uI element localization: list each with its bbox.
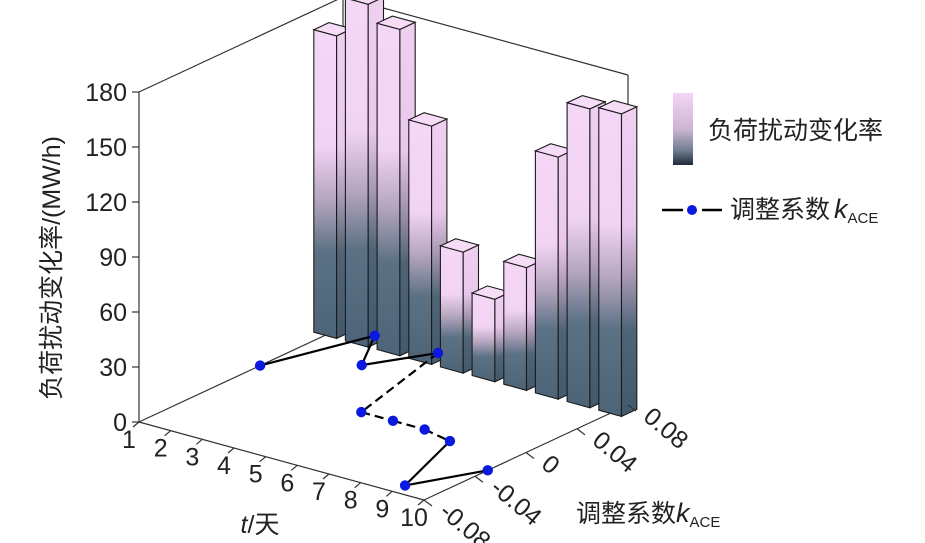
y-tick-mark [525, 452, 535, 459]
bar-day-10 [597, 100, 639, 418]
frame-base-left [138, 326, 344, 423]
x-tick-label: 1 [122, 426, 136, 454]
y-tick-mark [423, 499, 433, 507]
line-segment [360, 352, 439, 414]
line-marker-day-9 [399, 480, 411, 491]
line-marker-day-2 [369, 330, 380, 341]
y-tick-label: -0.08 [434, 497, 496, 543]
line-segment [361, 351, 439, 367]
bar-top-face [375, 15, 417, 30]
x-tick-label: 8 [344, 487, 358, 515]
bar-front-face [534, 150, 559, 400]
bar-top-face [407, 112, 449, 127]
y-tick-label: -0.04 [485, 473, 547, 531]
y-tick-mark [576, 428, 586, 436]
bar-front-face [503, 260, 528, 392]
legend-line-label-main: 调整系数 [730, 196, 830, 224]
bar-front-face [439, 245, 464, 374]
line-marker-day-4 [432, 347, 444, 359]
bar-side-face [620, 105, 638, 418]
z-tick-label: 180 [85, 79, 127, 107]
y-tick-mark [627, 404, 637, 412]
x-axis-title-unit: /天 [248, 511, 280, 539]
x-tick-mark [259, 456, 267, 463]
x-axis-title: t/天 [241, 511, 280, 539]
bar-front-face [408, 119, 433, 366]
frame-base-front [138, 421, 425, 501]
bar-front-face [471, 292, 496, 383]
y-tick-label: 0.08 [638, 402, 693, 455]
z-tick-label: 30 [99, 354, 127, 382]
x-tick-mark [227, 447, 235, 454]
z-tick-label: 60 [99, 299, 127, 327]
bar-day-4 [407, 112, 449, 366]
x-tick-mark [195, 438, 203, 445]
z-tick-label: 120 [85, 189, 127, 217]
bar-front-face [344, 0, 369, 348]
x-tick-mark [385, 490, 393, 497]
y-axis-title-sub: ACE [690, 514, 721, 531]
legend-line-marker [687, 205, 697, 215]
bar-series [312, 0, 639, 418]
x-tick-mark [354, 482, 362, 489]
x-tick-label: 5 [249, 461, 263, 489]
line-marker-day-5 [356, 406, 367, 418]
bar-top-face [597, 100, 639, 115]
line-marker-day-3 [356, 359, 367, 371]
y-tick-label: 0.04 [587, 426, 642, 479]
z-tick-label: 0 [113, 409, 127, 437]
y-axis-title: 调整系数kACE [576, 498, 720, 531]
bar-front-face [566, 101, 591, 409]
line-marker-day-1 [254, 360, 266, 371]
y-tick-mark [474, 475, 484, 483]
line-segment [361, 411, 394, 422]
legend-line-label: 调整系数 kACE [730, 194, 878, 227]
y-axis-title-main: 调整系数 [576, 500, 676, 528]
x-tick-label: 10 [400, 504, 428, 532]
line-marker-day-8 [444, 435, 456, 447]
x-tick-mark [132, 421, 140, 428]
x-tick-label: 3 [185, 443, 199, 471]
x-axis-title-var: t [241, 511, 249, 539]
legend: 负荷扰动变化率 调整系数 kACE [662, 93, 883, 227]
line-segment [259, 334, 375, 367]
line-segment [392, 419, 425, 431]
x-tick-mark [322, 473, 330, 480]
x-tick-label: 4 [217, 452, 231, 480]
bar-top-face [350, 0, 379, 5]
legend-line-label-k: k [834, 194, 849, 224]
y-tick-label: 0 [536, 450, 565, 480]
bar-front-face [598, 106, 623, 418]
bar-front-face [313, 28, 338, 340]
bar-top-face [565, 95, 607, 110]
x-tick-label: 9 [375, 495, 389, 523]
line-segment [404, 469, 488, 487]
y-axis-title-k: k [676, 498, 691, 528]
line-marker-day-7 [419, 424, 430, 435]
x-tick-label: 6 [280, 469, 294, 497]
bar-day-5 [438, 238, 481, 374]
line-marker-day-6 [387, 415, 399, 427]
bar-front-face [376, 22, 401, 357]
z-tick-label: 150 [85, 134, 127, 162]
x-tick-mark [417, 499, 425, 506]
z-axis-title: 负荷扰动变化率/(MW/h) [38, 136, 66, 400]
line-segment [404, 440, 451, 487]
legend-bar-swatch [673, 93, 693, 165]
x-tick-mark [290, 464, 298, 471]
line-series [254, 330, 493, 491]
z-tick-label: 90 [99, 244, 127, 272]
bar-top-face [438, 238, 481, 253]
x-tick-mark [164, 430, 172, 437]
line-marker-day-10 [482, 465, 493, 476]
line-segment [360, 335, 376, 366]
x-tick-label: 2 [154, 435, 168, 463]
x-tick-label: 7 [312, 478, 326, 506]
legend-line-label-sub: ACE [848, 210, 879, 227]
frame-top-back [351, 0, 629, 76]
frame-top-left [138, 0, 338, 93]
legend-bar-label: 负荷扰动变化率 [708, 117, 883, 145]
